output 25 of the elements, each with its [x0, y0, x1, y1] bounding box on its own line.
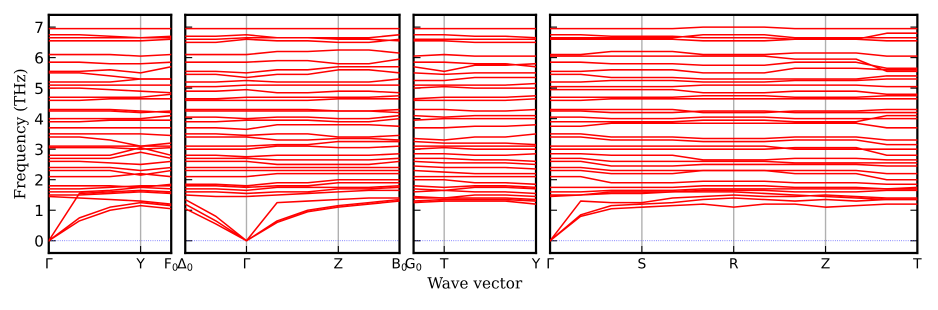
y-axis-title: Frequency (THz) — [14, 70, 29, 199]
x-tick-label: S — [638, 258, 646, 269]
y-tick-label: 3 — [35, 144, 43, 156]
x-tick-label: Γ — [46, 258, 53, 268]
x-tick-label: Z — [821, 258, 830, 268]
x-tick-label: B$_{0}$ — [392, 258, 407, 271]
y-tick-label: 4 — [34, 113, 44, 124]
x-tick-label: Γ — [548, 258, 554, 268]
y-tick-label: 6 — [35, 52, 43, 64]
y-tick-label: 0 — [35, 235, 43, 247]
x-tick-label: Z — [334, 258, 342, 268]
x-tick-label: Y — [532, 258, 540, 268]
y-tick-label: 7 — [35, 22, 43, 33]
y-tick-label: 1 — [36, 204, 43, 216]
x-tick-label: T — [913, 258, 922, 268]
x-tick-label: Δ$_{0}$ — [177, 258, 192, 271]
x-tick-label: Y — [136, 258, 145, 268]
x-tick-label: F$_{0}$ — [165, 258, 178, 271]
y-tick-label: 5 — [35, 82, 43, 94]
x-axis-title: Wave vector — [427, 277, 522, 289]
x-tick-label: Γ — [244, 258, 250, 268]
y-tick-label: 2 — [35, 174, 42, 186]
x-tick-label: T — [440, 258, 448, 268]
x-tick-label: G$_{0}$ — [406, 258, 422, 271]
x-tick-label: R — [730, 258, 738, 268]
